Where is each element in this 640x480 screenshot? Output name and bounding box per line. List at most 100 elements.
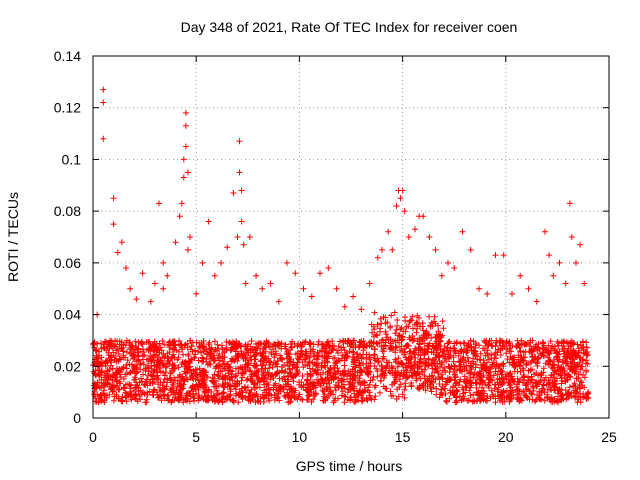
background-point [103,344,110,351]
background-point [481,337,488,344]
background-point [365,384,372,391]
background-point [400,372,406,379]
background-point [335,357,342,364]
background-point [195,348,202,355]
background-point [272,380,279,387]
background-point [551,343,558,350]
background-point [369,329,376,336]
background-point [408,363,415,370]
background-point [374,332,381,339]
background-point [162,369,169,375]
background-point [464,397,471,404]
background-point [530,387,537,394]
background-point [570,383,577,390]
background-point [330,375,337,381]
background-point [113,357,120,363]
background-point [402,317,409,324]
background-point [450,354,457,361]
background-point [525,339,531,346]
background-point [408,372,415,379]
data-point [525,285,532,292]
background-point [127,382,134,389]
background-point [515,386,521,393]
data-point [341,303,348,310]
background-point [118,342,125,349]
data-point [568,234,575,240]
background-point [344,353,351,359]
background-point [412,370,419,377]
background-point [158,397,165,404]
background-point [378,363,385,370]
data-point [160,285,167,292]
background-point [540,382,547,389]
background-point [568,338,575,345]
background-point [324,355,331,362]
background-point [365,368,372,375]
background-point [428,361,435,368]
data-point [426,234,433,240]
background-point [219,355,226,362]
x-tick-label: 25 [601,429,617,445]
background-point [394,322,401,329]
background-point [322,355,329,362]
data-point [259,285,266,292]
background-point [300,384,307,391]
background-point [421,349,428,356]
background-point [234,344,241,351]
background-point [514,375,521,382]
data-point [182,122,189,129]
background-point [401,351,408,358]
background-point [374,355,381,362]
background-point [447,365,454,372]
background-point [239,364,246,371]
background-point [484,374,490,381]
background-point [123,349,130,356]
background-point [161,395,168,402]
background-point [421,332,428,338]
background-point [401,386,408,393]
background-point [442,391,449,397]
background-point [456,359,463,366]
data-point [275,298,282,305]
background-point [482,365,489,372]
background-point [257,340,263,347]
background-point [325,368,332,375]
background-point [188,370,195,376]
background-point [525,386,532,392]
background-point [378,337,385,344]
background-point [508,395,515,402]
data-point [211,272,218,279]
background-point [251,363,258,370]
background-point [295,370,302,376]
background-point [308,398,315,405]
background-point [219,399,226,406]
data-point [230,190,237,196]
background-point [254,384,260,391]
background-point [439,349,446,356]
background-point [394,317,401,323]
background-point [422,359,429,366]
background-point [383,331,390,338]
background-point [433,349,440,356]
background-point [171,346,178,353]
background-point [154,394,161,401]
background-point [503,338,510,345]
background-point [167,370,174,377]
data-point [420,213,427,220]
background-point [193,372,200,379]
background-point [238,385,245,392]
background-point [477,397,483,404]
background-point [577,366,584,373]
background-point [464,354,471,361]
background-point [310,383,317,390]
background-point [556,366,563,373]
background-point [282,368,289,375]
background-point [577,342,584,349]
background-point [263,392,270,399]
background-point [149,391,156,398]
background-point [370,339,377,346]
data-point [100,99,107,106]
background-point [189,375,196,382]
background-point [238,377,245,384]
background-point [438,386,445,393]
